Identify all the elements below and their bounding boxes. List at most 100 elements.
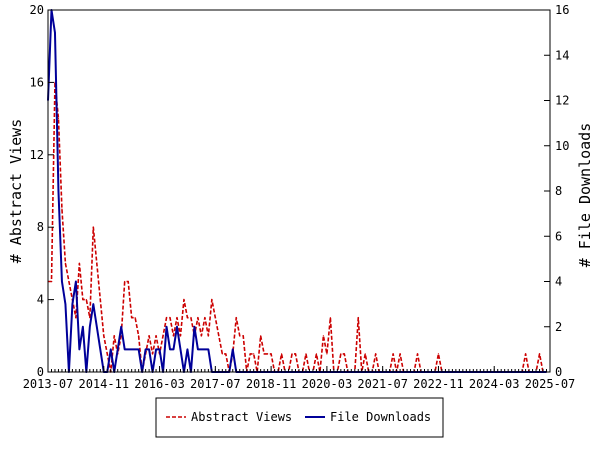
data-point-0-46: [207, 335, 209, 337]
data-point-0-35: [169, 317, 171, 319]
data-point-0-49: [218, 335, 220, 337]
data-point-1-15: [99, 348, 101, 350]
data-point-0-70: [291, 353, 293, 355]
data-point-0-61: [260, 335, 262, 337]
x-tick-label: 2025-07: [525, 377, 576, 391]
y-left-tick-label: 0: [37, 365, 44, 379]
y-left-tick-label: 16: [30, 75, 44, 89]
data-point-1-53: [232, 348, 234, 350]
y-left-tick-label: 20: [30, 3, 44, 17]
x-tick-label: 2021-07: [357, 377, 408, 391]
y-left-tick-label: 8: [37, 220, 44, 234]
data-point-0-71: [294, 353, 297, 355]
x-tick-label: 2020-03: [302, 377, 353, 391]
data-point-0-39: [183, 299, 185, 301]
series-line-abstract-views: [48, 81, 547, 373]
data-point-0-119: [525, 353, 527, 355]
x-tick-label: 2017-07: [190, 377, 241, 391]
data-point-1-42: [193, 326, 196, 328]
data-point-0-51: [225, 353, 227, 355]
data-point-1-7: [71, 303, 73, 305]
data-point-0-43: [197, 317, 199, 319]
data-point-1-22: [124, 348, 126, 350]
legend-label-abstract-views: Abstract Views: [191, 410, 292, 424]
data-point-1-38: [179, 348, 182, 350]
data-point-1-2: [54, 32, 56, 34]
data-point-0-17: [106, 353, 108, 355]
data-point-0-67: [280, 353, 283, 355]
data-point-0-80: [326, 353, 328, 355]
plot-frame: [47, 9, 551, 373]
x-tick-label: 2018-11: [246, 377, 297, 391]
data-point-0-6: [68, 280, 70, 283]
data-point-0-44: [200, 335, 202, 337]
data-point-1-37: [176, 326, 178, 328]
data-point-1-4: [61, 280, 63, 283]
y-right-tick-label: 6: [555, 229, 562, 243]
x-tick-label: 2022-11: [413, 377, 464, 391]
data-point-1-10: [82, 326, 84, 328]
data-point-1-20: [117, 348, 119, 350]
data-point-1-43: [197, 348, 199, 350]
data-point-0-29: [148, 335, 150, 337]
data-point-0-13: [92, 226, 94, 228]
data-point-0-21: [120, 335, 122, 337]
y-right-tick-label: 10: [555, 139, 569, 153]
y-right-tick-label: 12: [555, 94, 569, 108]
data-point-1-26: [138, 348, 140, 350]
data-point-0-25: [134, 317, 136, 319]
data-point-1-9: [78, 348, 80, 350]
data-point-0-62: [263, 353, 265, 355]
data-point-0-12: [89, 317, 91, 319]
data-point-0-31: [155, 335, 157, 337]
right-axis-title: # File Downloads: [576, 123, 594, 268]
data-point-0-23: [127, 280, 129, 283]
data-point-0-15: [99, 299, 101, 301]
data-point-1-18: [110, 348, 112, 350]
data-point-0-40: [186, 317, 189, 319]
data-point-1-14: [96, 326, 98, 328]
data-point-0-94: [375, 353, 377, 355]
plot-area: [47, 9, 548, 373]
y-right-tick-label: 4: [555, 275, 562, 289]
data-point-1-40: [186, 348, 189, 350]
data-point-0-45: [204, 317, 206, 319]
data-point-0-58: [249, 353, 251, 355]
data-point-0-50: [221, 353, 223, 355]
data-point-0-9: [78, 262, 80, 264]
data-point-1-32: [158, 348, 161, 350]
data-point-1-46: [207, 348, 209, 350]
data-point-1-34: [165, 326, 168, 328]
data-point-0-1: [50, 280, 53, 283]
data-point-1-45: [204, 348, 206, 350]
data-point-1-3: [57, 190, 60, 192]
data-point-1-31: [155, 348, 157, 350]
data-point-0-123: [538, 353, 541, 355]
data-point-1-8: [75, 280, 77, 283]
data-point-1-35: [169, 348, 171, 350]
data-point-0-47: [211, 299, 213, 301]
data-point-0-10: [82, 299, 84, 301]
data-point-0-59: [253, 353, 255, 355]
y-left-tick-label: 12: [30, 148, 44, 162]
data-point-0-19: [113, 335, 115, 337]
data-point-0-14: [96, 262, 98, 264]
data-point-0-106: [416, 353, 419, 355]
data-point-0-22: [124, 280, 126, 283]
data-point-0-85: [343, 353, 345, 355]
left-axis-title: # Abstract Views: [7, 119, 25, 264]
data-point-1-24: [131, 348, 133, 350]
axes: 2013-07 2014-11 2016-03 2017-07 2018-11 2020-…: [23, 3, 576, 391]
y-left-tick-label: 4: [37, 293, 44, 307]
y-right-tick-label: 14: [555, 48, 569, 62]
data-point-0-26: [138, 335, 140, 337]
data-point-1-21: [120, 326, 122, 328]
legend: Abstract Views File Downloads: [155, 397, 444, 438]
data-point-1-13: [92, 303, 94, 305]
data-point-1-5: [64, 303, 67, 305]
x-tick-label: 2024-03: [469, 377, 520, 391]
data-point-1-23: [127, 348, 129, 350]
data-point-0-91: [364, 353, 366, 355]
data-point-1-28: [145, 348, 147, 350]
y-right-tick-label: 0: [555, 365, 562, 379]
